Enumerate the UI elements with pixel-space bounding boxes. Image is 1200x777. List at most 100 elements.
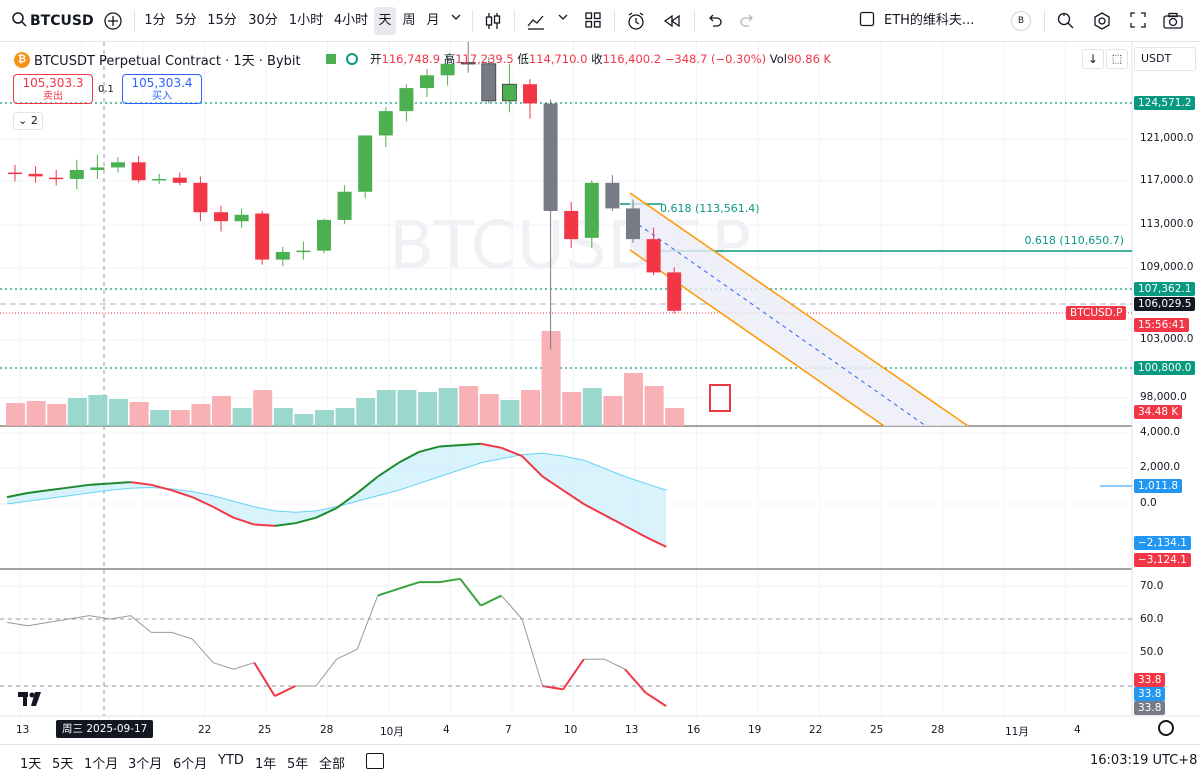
candle[interactable] — [296, 241, 311, 260]
candle[interactable] — [214, 205, 228, 232]
interval-15m[interactable]: 15分 — [207, 13, 237, 28]
candle[interactable] — [501, 63, 517, 113]
volume-bar — [562, 392, 582, 426]
download-arrow-icon[interactable]: ↓ — [1082, 49, 1104, 69]
interval-1d[interactable]: 天 — [374, 7, 396, 35]
settings-gear-icon[interactable] — [1088, 7, 1116, 35]
candle[interactable] — [234, 208, 249, 228]
price-tag-low: 100,800.0 — [1134, 361, 1196, 375]
candle[interactable] — [399, 84, 414, 122]
indicators-chevron-icon[interactable] — [554, 7, 572, 35]
candle[interactable] — [337, 185, 352, 224]
candle[interactable] — [626, 199, 640, 243]
interval-1w[interactable]: 周 — [402, 13, 416, 28]
legend-symbol-icon: ₿ — [14, 52, 30, 68]
candle[interactable] — [605, 175, 620, 211]
candle[interactable] — [28, 166, 43, 183]
tradingview-logo-icon[interactable] — [18, 692, 41, 706]
rsi-line-segment — [27, 621, 49, 627]
legend-title[interactable]: BTCUSDT Perpetual Contract · 1天 · Bybit — [34, 54, 301, 69]
alert-clock-icon[interactable] — [622, 7, 650, 35]
fullscreen-icon[interactable] — [1124, 7, 1152, 35]
layout-badge-label: B — [1011, 11, 1031, 31]
quick-search-icon[interactable] — [1052, 7, 1080, 35]
range-1y[interactable]: 1年 — [255, 757, 277, 772]
layout-checkbox-icon[interactable] — [856, 7, 878, 35]
rsi-tag-3: 33.8 — [1134, 701, 1166, 715]
candle[interactable] — [523, 79, 537, 119]
candle[interactable] — [460, 42, 476, 73]
interval-1M[interactable]: 月 — [426, 13, 440, 28]
candle[interactable] — [69, 159, 84, 190]
candle[interactable] — [378, 107, 393, 147]
clock-label[interactable]: 16:03:19 UTC+8 — [1090, 753, 1198, 768]
redo-icon[interactable] — [734, 7, 762, 35]
candle-style-icon[interactable] — [480, 7, 506, 35]
interval-dropdown-chevron-icon[interactable] — [446, 7, 466, 35]
candle[interactable] — [481, 57, 497, 104]
date-range-calendar-icon[interactable] — [366, 753, 384, 769]
time-tick-label: 28 — [931, 724, 945, 736]
volume-bar — [6, 403, 25, 426]
indicators-icon[interactable] — [522, 7, 550, 35]
range-5y[interactable]: 5年 — [287, 757, 309, 772]
macd-line-segment — [542, 475, 564, 492]
high-value: 117,239.5 — [455, 52, 514, 66]
axis-settings-icon[interactable] — [1158, 720, 1174, 736]
interval-5m[interactable]: 5分 — [175, 13, 197, 28]
undo-icon[interactable] — [700, 7, 728, 35]
spread-value: 0.1 — [98, 84, 114, 95]
candle[interactable] — [255, 210, 270, 265]
compare-add-icon[interactable] — [100, 7, 126, 35]
range-3m[interactable]: 3个月 — [128, 757, 163, 772]
candle[interactable] — [646, 227, 661, 275]
camera-icon[interactable] — [1158, 7, 1188, 35]
candle[interactable] — [358, 135, 373, 199]
rsi-tag-2: 33.8 — [1134, 687, 1166, 701]
candle[interactable] — [193, 176, 208, 222]
buy-button[interactable]: 105,303.4 买入 — [122, 74, 202, 104]
chart-canvas[interactable]: BTCUSDT.P 0.618 (113,561.4) 0.618 (110,6… — [0, 42, 1200, 744]
range-1d[interactable]: 1天 — [20, 757, 42, 772]
candle[interactable] — [152, 173, 167, 185]
range-all[interactable]: 全部 — [319, 757, 346, 772]
range-5d[interactable]: 5天 — [52, 757, 74, 772]
candle[interactable] — [440, 54, 455, 86]
rsi-line-segment — [6, 621, 28, 627]
interval-1m[interactable]: 1分 — [144, 13, 166, 28]
candle[interactable] — [131, 155, 146, 183]
sell-button[interactable]: 105,303.3 卖出 — [13, 74, 93, 104]
close-label: 收 — [591, 52, 603, 66]
candle[interactable] — [8, 164, 22, 182]
range-ytd[interactable]: YTD — [218, 753, 244, 768]
candle[interactable] — [111, 157, 125, 173]
candle[interactable] — [543, 99, 558, 350]
candle[interactable] — [317, 218, 331, 254]
layout-grid-icon[interactable] — [580, 7, 606, 35]
candle[interactable] — [275, 246, 290, 266]
candle[interactable] — [90, 154, 105, 179]
legend-eye-icon[interactable] — [346, 53, 358, 65]
interval-30m[interactable]: 30分 — [248, 13, 278, 28]
macd-line-segment — [233, 516, 255, 526]
channel-upper-line[interactable] — [629, 192, 969, 427]
candle[interactable] — [49, 170, 64, 186]
range-6m[interactable]: 6个月 — [173, 757, 208, 772]
layout-badge[interactable]: B — [1010, 7, 1032, 35]
layout-name[interactable]: ETH的维科夫... — [884, 13, 975, 28]
candle[interactable] — [584, 180, 599, 249]
symbol-name[interactable]: BTCUSD — [30, 13, 94, 29]
indicator-collapse-button[interactable]: ⌄ 2 — [13, 112, 43, 130]
replay-icon[interactable] — [658, 7, 686, 35]
currency-select[interactable]: USDT — [1134, 47, 1196, 71]
interval-4h[interactable]: 4小时 — [333, 13, 369, 28]
candle[interactable] — [420, 68, 434, 98]
maximize-pane-icon[interactable]: ⬚ — [1106, 49, 1128, 69]
time-tick-label: 22 — [198, 724, 212, 736]
interval-1h[interactable]: 1小时 — [288, 13, 324, 28]
candle[interactable] — [172, 172, 187, 186]
symbol-search-icon[interactable] — [8, 7, 30, 35]
candle[interactable] — [564, 202, 579, 249]
candle[interactable] — [667, 267, 682, 314]
range-1m[interactable]: 1个月 — [84, 757, 119, 772]
